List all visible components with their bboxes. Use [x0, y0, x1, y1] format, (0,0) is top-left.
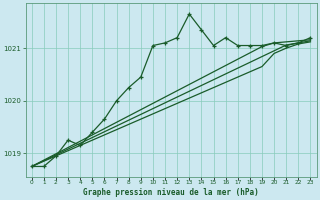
X-axis label: Graphe pression niveau de la mer (hPa): Graphe pression niveau de la mer (hPa): [83, 188, 259, 197]
